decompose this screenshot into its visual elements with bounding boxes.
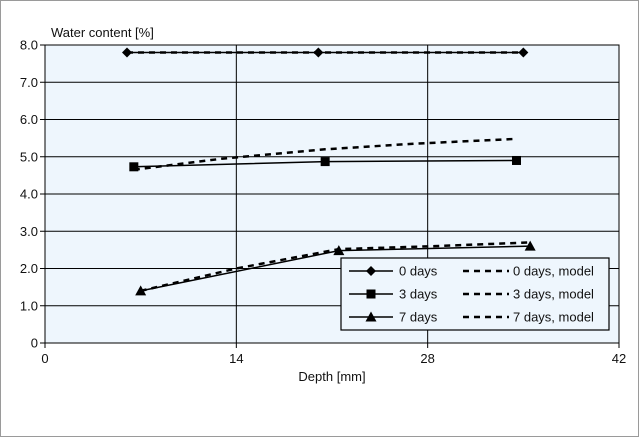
y-axis-label: Water content [%] bbox=[51, 25, 154, 40]
series-line bbox=[140, 241, 531, 293]
data-point bbox=[524, 240, 536, 251]
y-tick-label: 6.0 bbox=[20, 112, 38, 127]
series-3-days-model bbox=[133, 137, 517, 172]
y-tick-label: 8.0 bbox=[20, 38, 38, 53]
series-line bbox=[133, 137, 517, 172]
y-tick-label: 4.0 bbox=[20, 187, 38, 202]
legend-label: 7 days, model bbox=[513, 310, 594, 325]
y-tick-label: 5.0 bbox=[20, 149, 38, 164]
series-3-days bbox=[129, 155, 521, 172]
legend-label: 3 days, model bbox=[513, 287, 594, 302]
y-tick-label: 3.0 bbox=[20, 224, 38, 239]
data-point bbox=[512, 155, 521, 165]
y-tick-label: 2.0 bbox=[20, 261, 38, 276]
legend-marker bbox=[366, 266, 376, 276]
legend: 0 days 3 days 7 days 0 days, model 3 days, m… bbox=[340, 257, 610, 331]
y-tick-label: 0 bbox=[31, 336, 38, 351]
legend-label: 0 days, model bbox=[513, 264, 594, 279]
x-tick-label: 0 bbox=[41, 351, 48, 366]
legend-label: 7 days bbox=[399, 310, 438, 325]
x-tick-label: 14 bbox=[229, 351, 243, 366]
series-7-days-model bbox=[140, 241, 531, 293]
data-point bbox=[320, 157, 330, 167]
x-tick-label: 28 bbox=[420, 351, 434, 366]
x-axis-label: Depth [mm] bbox=[298, 369, 365, 384]
series-layer bbox=[122, 47, 536, 296]
y-tick-label: 1.0 bbox=[20, 298, 38, 313]
y-tick-label: 7.0 bbox=[20, 75, 38, 90]
legend-label: 3 days bbox=[399, 287, 438, 302]
x-tick-label: 42 bbox=[612, 351, 626, 366]
legend-label: 0 days bbox=[399, 264, 438, 279]
legend-marker bbox=[365, 311, 377, 322]
data-point bbox=[129, 162, 139, 172]
legend-marker bbox=[366, 289, 376, 299]
axes: 0 1.0 2.0 3.0 4.0 5.0 6.0 7.0 8.0 0 14 28 42 bbox=[20, 38, 626, 367]
